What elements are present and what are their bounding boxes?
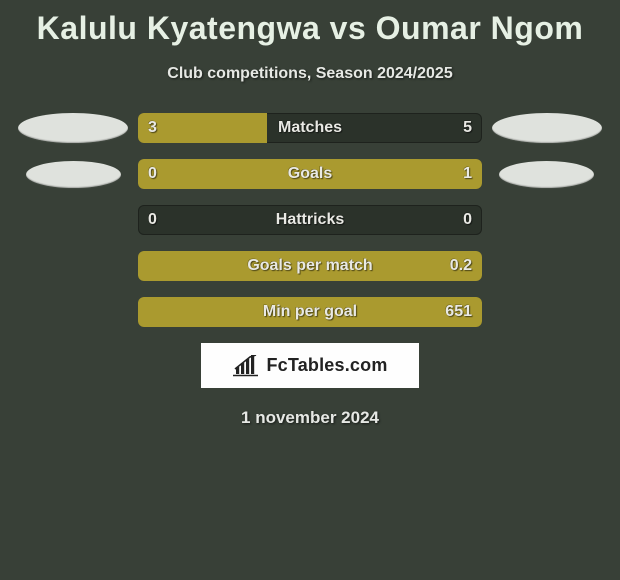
stat-left-value: 0 xyxy=(148,205,157,235)
bar-left-fill xyxy=(138,113,267,143)
stat-right-value: 1 xyxy=(463,159,472,189)
logo-box[interactable]: FcTables.com xyxy=(201,343,419,388)
stat-left-value: 3 xyxy=(148,113,157,143)
stat-right-value: 0 xyxy=(463,205,472,235)
stat-row: 0 Hattricks 0 xyxy=(0,205,620,235)
stat-bar: 0 Hattricks 0 xyxy=(138,205,482,235)
stat-row: Min per goal 651 xyxy=(0,297,620,327)
player-right-marker xyxy=(492,113,602,143)
stat-bar: 0 Goals 1 xyxy=(138,159,482,189)
bar-chart-icon xyxy=(232,355,260,377)
logo-text: FcTables.com xyxy=(266,355,387,376)
stat-right-value: 0.2 xyxy=(450,251,472,281)
comparison-chart: 3 Matches 5 0 Goals 1 0 Hattricks 0 xyxy=(0,113,620,327)
stat-left-value: 0 xyxy=(148,159,157,189)
stat-label: Min per goal xyxy=(263,297,357,327)
stat-row: 0 Goals 1 xyxy=(0,159,620,189)
stat-bar: Min per goal 651 xyxy=(138,297,482,327)
stat-bar: Goals per match 0.2 xyxy=(138,251,482,281)
stat-label: Matches xyxy=(278,113,342,143)
stat-row: Goals per match 0.2 xyxy=(0,251,620,281)
stat-row: 3 Matches 5 xyxy=(0,113,620,143)
stat-right-value: 651 xyxy=(445,297,472,327)
stat-bar: 3 Matches 5 xyxy=(138,113,482,143)
stat-label: Goals xyxy=(288,159,332,189)
stat-label: Goals per match xyxy=(247,251,372,281)
subtitle: Club competitions, Season 2024/2025 xyxy=(0,65,620,83)
player-left-marker xyxy=(26,161,121,188)
page-title: Kalulu Kyatengwa vs Oumar Ngom xyxy=(0,0,620,47)
player-right-marker xyxy=(499,161,594,188)
date-text: 1 november 2024 xyxy=(0,408,620,428)
stat-right-value: 5 xyxy=(463,113,472,143)
player-left-marker xyxy=(18,113,128,143)
stat-label: Hattricks xyxy=(276,205,344,235)
